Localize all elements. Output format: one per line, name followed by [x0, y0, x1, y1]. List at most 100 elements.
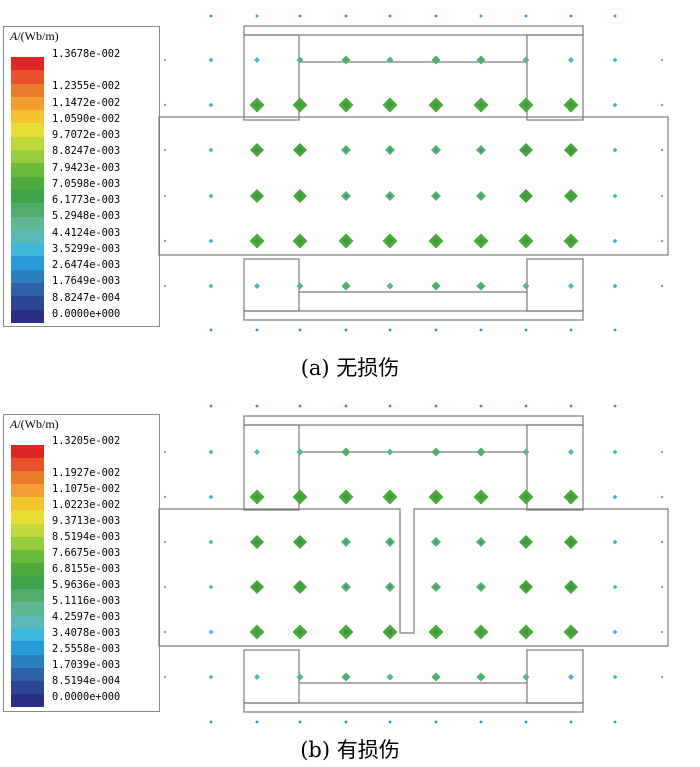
- legend-title-variable: A: [10, 417, 18, 431]
- field-marker: [163, 148, 167, 152]
- field-marker: [524, 328, 528, 332]
- upper-core-left-leg: [243, 34, 300, 121]
- caption: (b) 有损伤: [300, 738, 400, 762]
- field-marker: [434, 328, 438, 332]
- field-marker: [612, 147, 618, 153]
- legend: A/(Wb/m) 1.3678e-002 1.2355e-002 1.1472e-0…: [3, 26, 160, 327]
- upper-core-left-leg: [243, 424, 300, 511]
- field-marker-core: [567, 538, 575, 546]
- colorbar-tick-label: 1.0223e-002: [52, 499, 121, 511]
- colorbar-swatch: [11, 641, 44, 655]
- colorbar-tick-label: 7.9423e-003: [52, 161, 121, 174]
- colorbar-swatch: [11, 575, 44, 590]
- field-marker: [298, 328, 302, 332]
- colorbar-swatch: [11, 83, 44, 97]
- field-marker: [612, 539, 618, 545]
- field-marker: [255, 404, 259, 408]
- field-marker: [208, 494, 214, 500]
- field-marker: [612, 629, 618, 635]
- field-marker-core: [567, 101, 575, 109]
- caption: (a) 无损伤: [300, 356, 400, 380]
- lower-core-right-leg: [526, 649, 584, 704]
- field-marker-core: [386, 237, 394, 245]
- field-marker: [254, 57, 260, 63]
- field-marker-core: [296, 628, 304, 636]
- field-markers: [163, 14, 664, 332]
- field-marker: [479, 720, 483, 724]
- legend: A/(Wb/m) 1.3205e-002 1.1927e-002 1.1075e-0…: [3, 414, 160, 712]
- field-marker: [434, 720, 438, 724]
- field-marker: [208, 449, 214, 455]
- colorbar-swatch: [11, 309, 44, 323]
- colorbar-swatch: [11, 510, 44, 524]
- field-marker: [431, 281, 441, 291]
- field-marker: [386, 448, 394, 456]
- geometry-outline: [158, 415, 669, 713]
- field-marker: [660, 495, 664, 499]
- field-marker: [344, 14, 348, 18]
- field-marker-core: [253, 628, 261, 636]
- field-marker: [341, 447, 351, 457]
- vector-field-plot: [158, 14, 669, 332]
- colorbar-swatch: [11, 216, 44, 230]
- upper-core-bar: [243, 25, 584, 36]
- field-marker: [163, 103, 167, 107]
- colorbar-swatch: [11, 163, 44, 177]
- field-marker: [386, 673, 394, 681]
- field-marker: [479, 404, 483, 408]
- legend-title: A/(Wb/m): [10, 417, 59, 432]
- colorbar-tick-label: 1.2355e-002: [52, 80, 121, 93]
- colorbar-swatch: [11, 57, 44, 71]
- colorbar-swatch: [11, 667, 44, 681]
- colorbar-tick-label: 1.7649e-003: [52, 275, 121, 288]
- field-marker: [298, 720, 302, 724]
- field-marker-core: [386, 493, 394, 501]
- field-marker: [479, 328, 483, 332]
- colorbar-tick-label: 2.5558e-003: [52, 643, 121, 655]
- colorbar-tick-label: 8.5194e-004: [52, 675, 121, 687]
- field-marker-core: [387, 147, 393, 153]
- field-marker: [660, 585, 664, 589]
- legend-title-unit: /(Wb/m): [17, 417, 59, 431]
- field-marker-core: [567, 628, 575, 636]
- colorbar-swatch: [11, 589, 44, 603]
- field-marker-core: [477, 101, 485, 109]
- field-marker-core: [432, 237, 440, 245]
- colorbar-tick-label: 1.3678e-002: [52, 48, 121, 60]
- field-marker: [208, 539, 214, 545]
- colorbar-tick-label: 7.6675e-003: [52, 547, 121, 559]
- colorbar-swatch: [11, 269, 44, 284]
- field-marker: [386, 56, 394, 64]
- colorbar-swatch: [11, 256, 44, 270]
- field-marker-core: [478, 539, 484, 545]
- field-marker: [163, 284, 167, 288]
- field-marker-core: [522, 101, 530, 109]
- field-marker-core: [342, 101, 350, 109]
- field-marker: [209, 720, 213, 724]
- field-marker: [431, 447, 441, 457]
- colorbar-swatch: [11, 654, 44, 668]
- field-marker: [522, 448, 530, 456]
- field-marker: [254, 283, 260, 289]
- field-marker: [568, 449, 574, 455]
- field-marker: [296, 56, 304, 64]
- field-marker: [660, 239, 664, 243]
- field-marker-core: [387, 584, 393, 590]
- colorbar-swatch: [11, 693, 44, 707]
- field-marker: [163, 585, 167, 589]
- field-marker-core: [343, 584, 349, 590]
- field-marker: [388, 720, 392, 724]
- field-marker: [208, 584, 214, 590]
- field-marker: [476, 55, 486, 65]
- colorbar-tick-label: 9.3713e-003: [52, 515, 121, 527]
- colorbar-swatch: [11, 549, 44, 563]
- field-marker: [208, 193, 214, 199]
- field-marker: [660, 58, 664, 62]
- field-marker: [163, 675, 167, 679]
- colorbar-swatch: [11, 497, 44, 511]
- colorbar-tick-label: 1.7039e-003: [52, 659, 121, 671]
- test-plate: [158, 116, 669, 256]
- colorbar-swatch: [11, 189, 44, 204]
- field-marker-core: [477, 237, 485, 245]
- field-marker: [612, 494, 618, 500]
